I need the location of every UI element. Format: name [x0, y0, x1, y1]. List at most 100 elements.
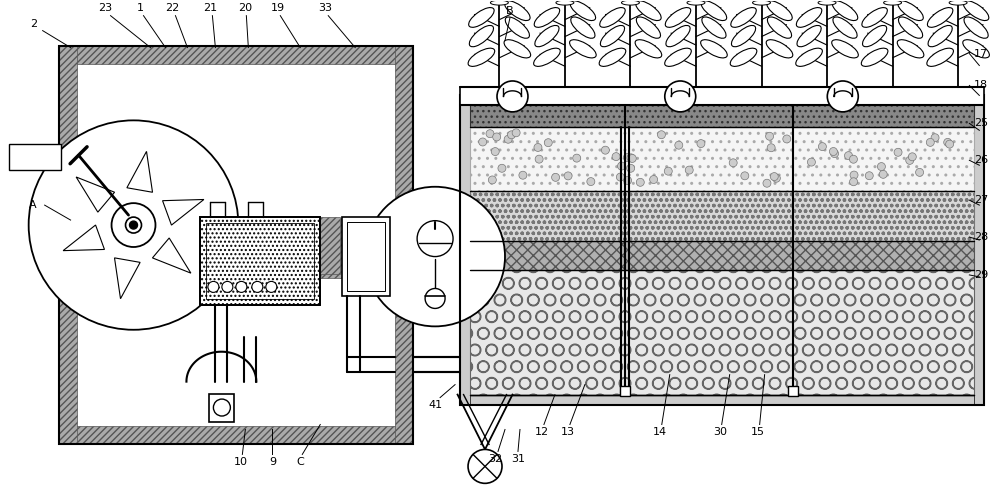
Circle shape: [618, 162, 626, 170]
Ellipse shape: [504, 40, 531, 58]
Ellipse shape: [796, 48, 822, 66]
Ellipse shape: [600, 25, 625, 47]
Bar: [395, 46, 413, 445]
Circle shape: [650, 176, 658, 184]
Circle shape: [29, 120, 238, 330]
Ellipse shape: [505, 1, 530, 21]
Circle shape: [601, 146, 609, 154]
Ellipse shape: [687, 0, 705, 5]
Ellipse shape: [898, 17, 923, 38]
Text: 15: 15: [751, 428, 765, 438]
Text: 14: 14: [653, 428, 667, 438]
Circle shape: [636, 178, 644, 186]
Circle shape: [612, 152, 620, 160]
Ellipse shape: [863, 25, 887, 47]
Circle shape: [479, 138, 487, 146]
Ellipse shape: [534, 48, 560, 66]
Circle shape: [488, 176, 496, 184]
Ellipse shape: [797, 25, 821, 47]
Circle shape: [946, 140, 954, 148]
Text: B: B: [506, 5, 514, 16]
Circle shape: [468, 449, 502, 483]
Text: 32: 32: [488, 454, 502, 464]
Circle shape: [664, 167, 672, 175]
Circle shape: [827, 81, 858, 112]
Circle shape: [252, 281, 263, 293]
Text: C: C: [296, 457, 304, 467]
Circle shape: [624, 177, 632, 185]
Circle shape: [783, 135, 791, 143]
Ellipse shape: [599, 48, 626, 66]
Circle shape: [772, 174, 780, 182]
Bar: [320, 217, 340, 274]
Circle shape: [916, 168, 924, 176]
Ellipse shape: [468, 48, 495, 66]
Circle shape: [850, 171, 858, 179]
Circle shape: [112, 203, 155, 247]
Ellipse shape: [818, 0, 836, 5]
Polygon shape: [320, 217, 342, 279]
Circle shape: [627, 154, 635, 162]
Text: 22: 22: [165, 2, 180, 13]
Ellipse shape: [767, 1, 792, 21]
Ellipse shape: [469, 7, 494, 27]
Circle shape: [807, 158, 815, 166]
Text: 13: 13: [561, 428, 575, 438]
Bar: [9, 144, 61, 170]
Circle shape: [497, 81, 528, 112]
Ellipse shape: [635, 40, 662, 58]
Bar: [200, 217, 320, 305]
Text: 12: 12: [535, 428, 549, 438]
Text: A: A: [29, 200, 36, 210]
Circle shape: [266, 281, 277, 293]
Circle shape: [894, 148, 902, 156]
Ellipse shape: [949, 0, 967, 5]
Circle shape: [818, 143, 826, 150]
Circle shape: [845, 151, 852, 159]
Circle shape: [623, 153, 631, 161]
Circle shape: [236, 281, 247, 293]
Circle shape: [908, 153, 916, 161]
Circle shape: [508, 131, 516, 139]
Circle shape: [498, 164, 506, 172]
Text: 20: 20: [238, 2, 252, 13]
Ellipse shape: [556, 0, 574, 5]
Circle shape: [628, 154, 636, 162]
Bar: [206, 223, 314, 299]
Circle shape: [926, 139, 934, 147]
Ellipse shape: [570, 40, 596, 58]
Bar: [460, 395, 984, 404]
Bar: [470, 242, 974, 270]
Circle shape: [425, 289, 445, 308]
Circle shape: [222, 281, 233, 293]
Ellipse shape: [571, 17, 595, 38]
Text: 26: 26: [974, 155, 988, 165]
Bar: [460, 88, 984, 105]
Ellipse shape: [636, 17, 661, 38]
Circle shape: [865, 172, 873, 180]
Circle shape: [573, 154, 581, 162]
Ellipse shape: [665, 48, 691, 66]
Ellipse shape: [897, 40, 924, 58]
Circle shape: [365, 187, 505, 326]
Circle shape: [850, 178, 858, 186]
Ellipse shape: [963, 1, 989, 21]
Circle shape: [944, 139, 952, 147]
Text: 23: 23: [98, 2, 113, 13]
Text: 28: 28: [974, 232, 988, 242]
Ellipse shape: [701, 1, 727, 21]
Ellipse shape: [731, 7, 756, 27]
Text: 21: 21: [203, 2, 217, 13]
Ellipse shape: [731, 25, 756, 47]
Circle shape: [417, 221, 453, 256]
Circle shape: [665, 81, 696, 112]
Circle shape: [552, 173, 560, 181]
Bar: [460, 96, 984, 105]
Text: 27: 27: [974, 195, 988, 205]
Ellipse shape: [534, 7, 560, 27]
Ellipse shape: [600, 7, 625, 27]
Ellipse shape: [861, 48, 888, 66]
Circle shape: [534, 144, 542, 151]
Bar: [59, 46, 77, 445]
Ellipse shape: [862, 7, 887, 27]
